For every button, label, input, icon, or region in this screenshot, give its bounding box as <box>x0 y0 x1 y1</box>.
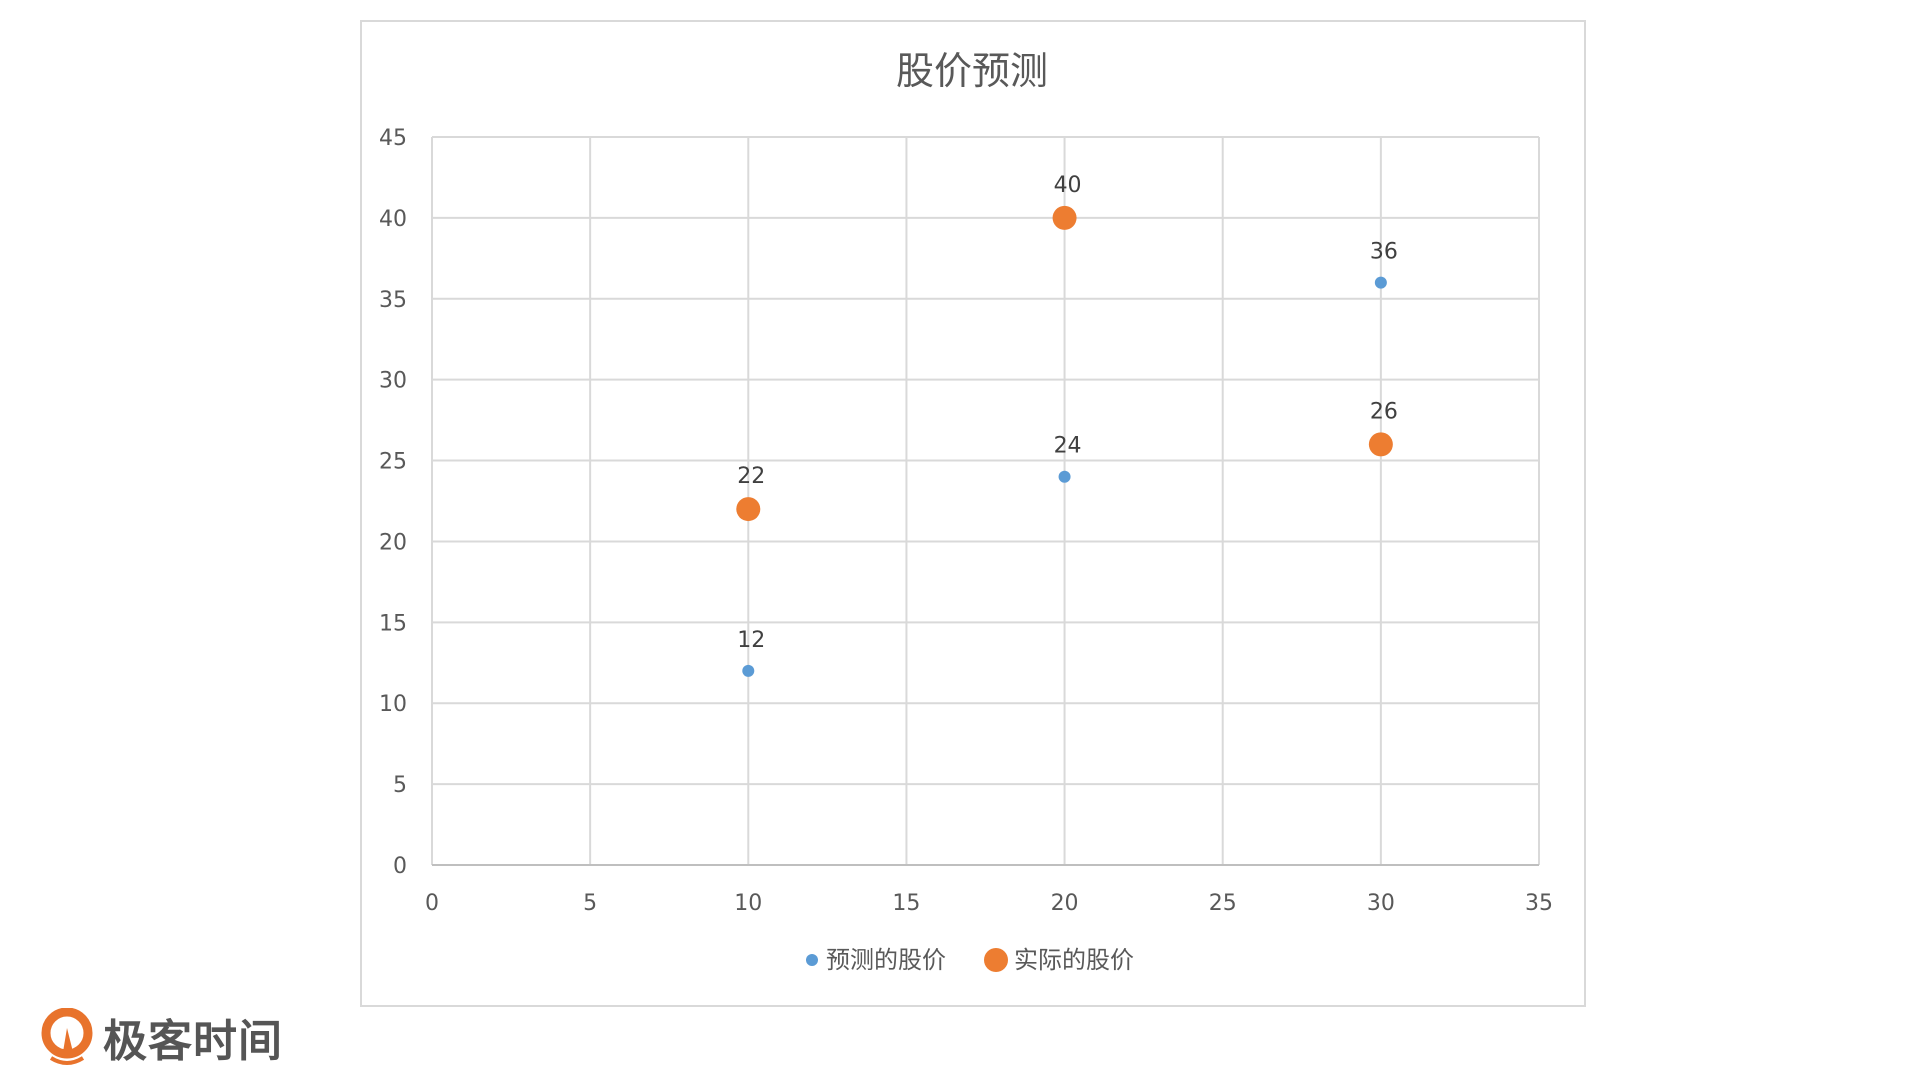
x-tick-label: 5 <box>583 891 597 916</box>
logo-text: 极客时间 <box>103 1016 283 1067</box>
x-tick-label: 35 <box>1525 891 1553 916</box>
chart-frame <box>360 20 1586 1007</box>
logo: 极客时间 <box>41 1005 283 1069</box>
y-tick-label: 40 <box>379 207 407 232</box>
data-point <box>1374 276 1387 289</box>
y-tick-label: 35 <box>379 288 407 313</box>
x-tick-label: 25 <box>1209 891 1237 916</box>
y-tick-label: 5 <box>393 773 407 798</box>
x-tick-label: 30 <box>1367 891 1395 916</box>
y-tick-label: 45 <box>379 126 407 151</box>
data-label: 12 <box>737 628 765 653</box>
data-label: 22 <box>737 464 765 489</box>
data-point <box>736 497 761 522</box>
data-label: 40 <box>1054 173 1082 198</box>
x-tick-label: 10 <box>734 891 762 916</box>
legend-marker <box>984 948 1008 972</box>
legend-label: 实际的股价 <box>1014 946 1134 974</box>
logo-icon <box>41 1008 93 1065</box>
y-tick-label: 0 <box>393 854 407 879</box>
y-tick-label: 10 <box>379 692 407 717</box>
x-tick-label: 15 <box>892 891 920 916</box>
data-point <box>1058 470 1071 483</box>
chart-title: 股价预测 <box>896 49 1048 93</box>
data-point <box>1368 432 1393 457</box>
legend-marker <box>806 954 818 966</box>
y-tick-label: 30 <box>379 369 407 394</box>
y-tick-label: 25 <box>379 450 407 475</box>
data-point <box>1052 205 1077 230</box>
data-point <box>742 664 755 677</box>
x-tick-label: 0 <box>425 891 439 916</box>
legend-label: 预测的股价 <box>826 946 946 974</box>
y-tick-label: 20 <box>379 530 407 555</box>
x-tick-label: 20 <box>1051 891 1079 916</box>
data-label: 24 <box>1054 434 1082 459</box>
data-label: 26 <box>1370 399 1398 424</box>
data-label: 36 <box>1370 240 1398 265</box>
y-tick-label: 15 <box>379 611 407 636</box>
